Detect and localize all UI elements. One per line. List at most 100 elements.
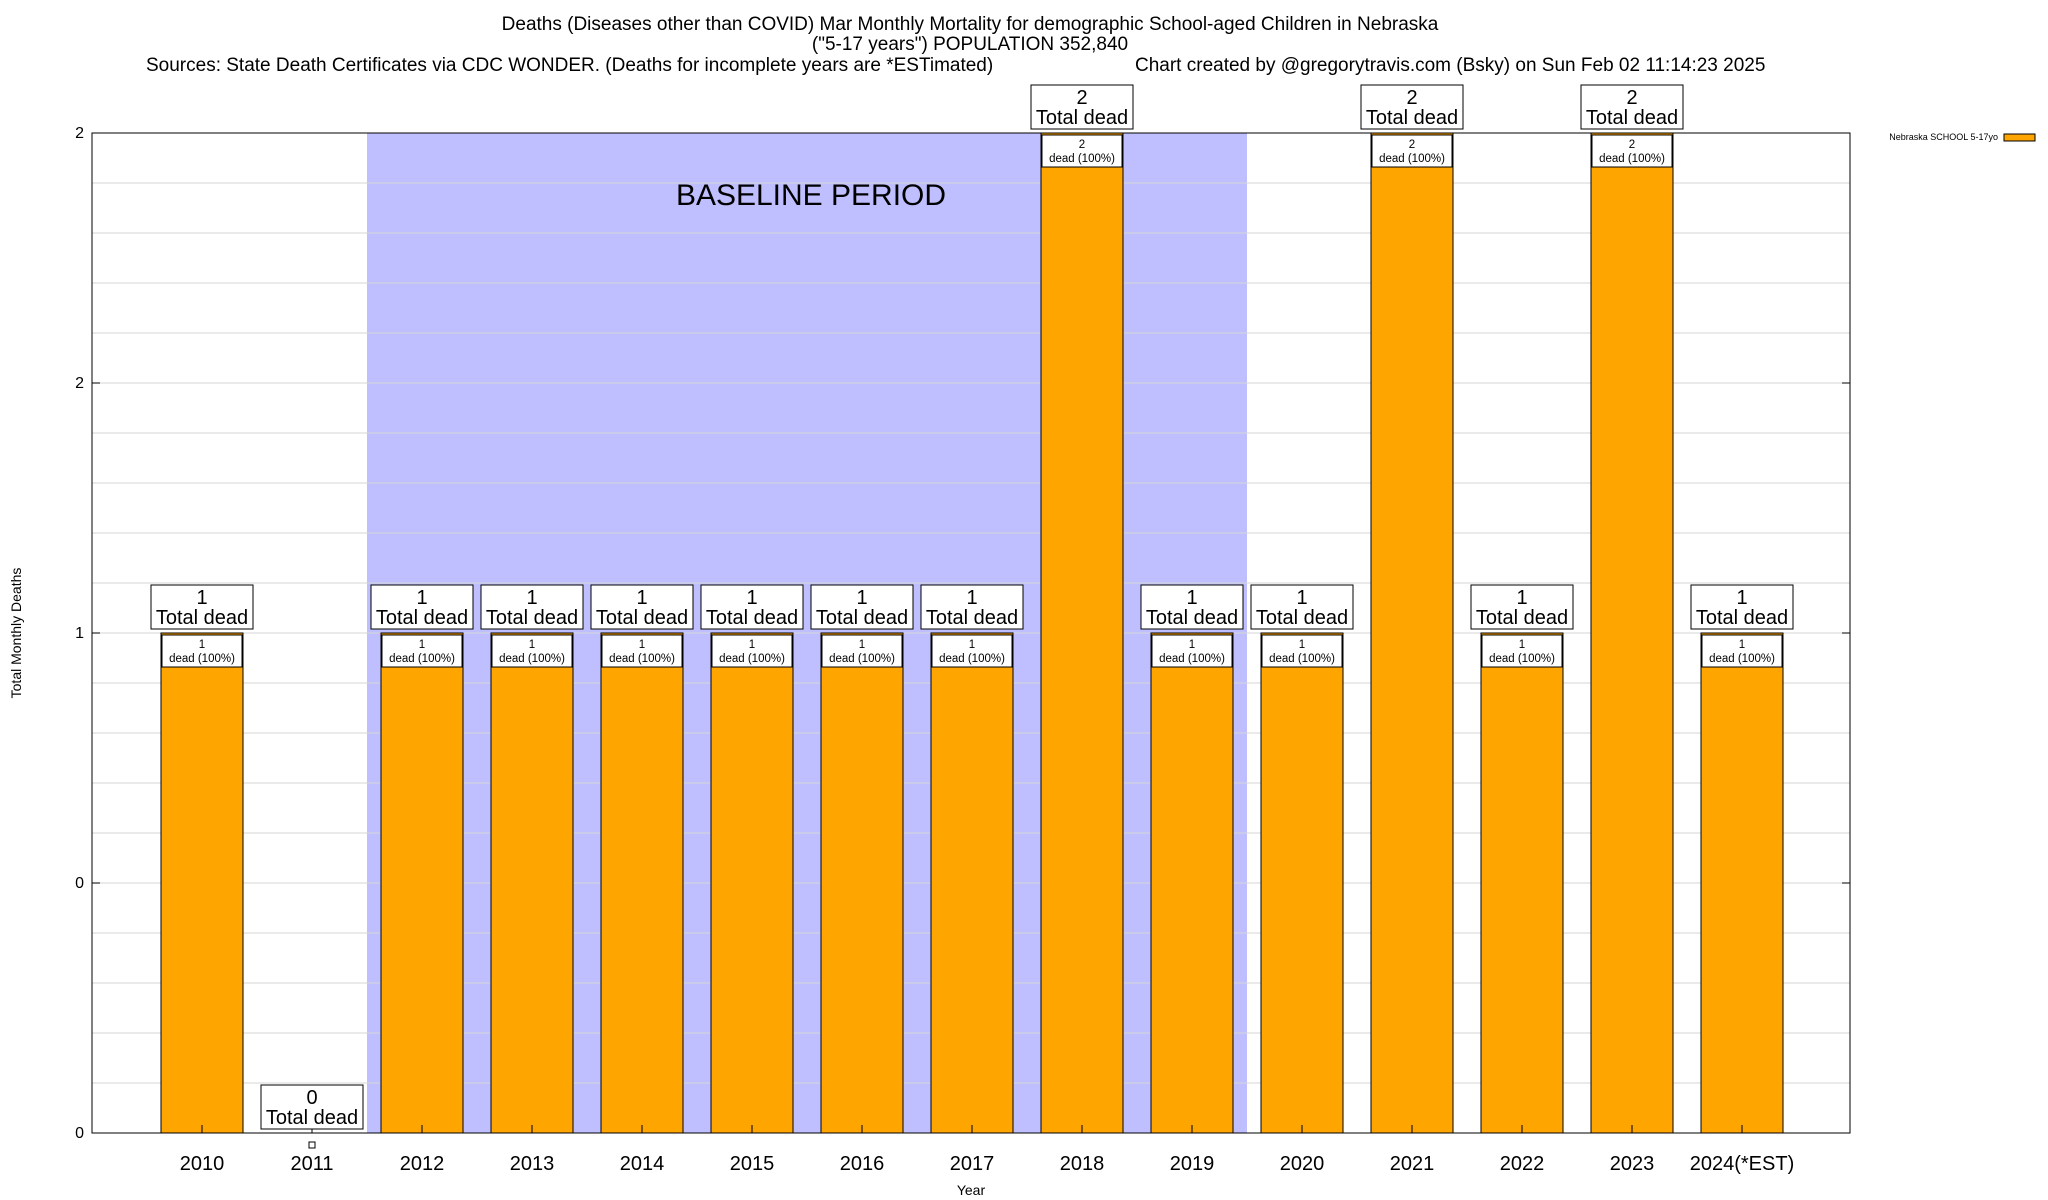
x-tick-label: 2022 bbox=[1500, 1153, 1545, 1175]
bar bbox=[1370, 132, 1454, 1134]
total-label-text: Total dead bbox=[1036, 107, 1128, 129]
total-label-box bbox=[480, 584, 584, 630]
total-label-value: 2 bbox=[1626, 87, 1637, 109]
total-label-text: Total dead bbox=[486, 607, 578, 629]
total-label-box bbox=[260, 1084, 364, 1130]
segment-label-value: 2 bbox=[1409, 139, 1415, 151]
bar bbox=[1480, 632, 1564, 1134]
bar bbox=[1700, 632, 1784, 1134]
total-label-box bbox=[1030, 84, 1134, 130]
segment-label-value: 1 bbox=[639, 639, 645, 651]
total-label-value: 2 bbox=[1076, 87, 1087, 109]
bar bbox=[1150, 632, 1234, 1134]
segment-label-text: dead (100%) bbox=[499, 653, 565, 665]
x-tick-label: 2021 bbox=[1390, 1153, 1435, 1175]
chart-title-line-2: ("5-17 years") POPULATION 352,840 bbox=[812, 34, 1128, 55]
segment-label-text: dead (100%) bbox=[1489, 653, 1555, 665]
bar bbox=[380, 632, 464, 1134]
segment-label-value: 1 bbox=[529, 639, 535, 651]
segment-label-value: 1 bbox=[1519, 639, 1525, 651]
segment-label-box bbox=[381, 634, 463, 668]
chart-credit: Chart created by @gregorytravis.com (Bsk… bbox=[1135, 55, 1765, 76]
y-tick-label: 0 bbox=[75, 875, 84, 892]
x-tick-label: 2015 bbox=[730, 1153, 775, 1175]
total-label-box bbox=[370, 584, 474, 630]
bar bbox=[820, 632, 904, 1134]
total-label-value: 1 bbox=[856, 587, 867, 609]
x-tick-label: 2012 bbox=[400, 1153, 445, 1175]
x-tick-label: 2010 bbox=[180, 1153, 225, 1175]
segment-label-text: dead (100%) bbox=[1709, 653, 1775, 665]
total-label-box bbox=[1250, 584, 1354, 630]
total-label-text: Total dead bbox=[816, 607, 908, 629]
total-label-value: 1 bbox=[746, 587, 757, 609]
total-label-value: 1 bbox=[196, 587, 207, 609]
segment-label-text: dead (100%) bbox=[169, 653, 235, 665]
total-label-value: 1 bbox=[1736, 587, 1747, 609]
bar bbox=[1040, 132, 1124, 1134]
segment-label-text: dead (100%) bbox=[939, 653, 1005, 665]
y-axis-label: Total Monthly Deaths bbox=[8, 568, 24, 699]
total-label-value: 1 bbox=[1296, 587, 1307, 609]
total-label-text: Total dead bbox=[1586, 107, 1678, 129]
segment-label-text: dead (100%) bbox=[1379, 153, 1445, 165]
segment-label-value: 1 bbox=[749, 639, 755, 651]
total-label-box bbox=[810, 584, 914, 630]
segment-label-value: 1 bbox=[969, 639, 975, 651]
y-tick-label: 2 bbox=[75, 125, 84, 142]
segment-label-text: dead (100%) bbox=[1159, 653, 1225, 665]
legend-swatch bbox=[2003, 133, 2036, 142]
baseline-label: BASELINE PERIOD bbox=[676, 179, 946, 212]
x-tick-label: 2023 bbox=[1610, 1153, 1655, 1175]
bars-layer bbox=[160, 132, 1784, 1134]
x-tick-label: 2020 bbox=[1280, 1153, 1325, 1175]
total-label-text: Total dead bbox=[1476, 607, 1568, 629]
segment-label-value: 1 bbox=[419, 639, 425, 651]
total-label-value: 1 bbox=[1186, 587, 1197, 609]
y-tick-label: 2 bbox=[75, 375, 84, 392]
total-label-box bbox=[1140, 584, 1244, 630]
total-label-text: Total dead bbox=[706, 607, 798, 629]
segment-label-box bbox=[601, 634, 683, 668]
total-label-box bbox=[920, 584, 1024, 630]
x-tick-label: 2011 bbox=[290, 1153, 333, 1175]
bar bbox=[1260, 632, 1344, 1134]
segment-label-text: dead (100%) bbox=[1599, 153, 1665, 165]
total-label-value: 1 bbox=[966, 587, 977, 609]
x-tick-label: 2018 bbox=[1060, 1153, 1105, 1175]
segment-label-box bbox=[821, 634, 903, 668]
total-label-value: 1 bbox=[416, 587, 427, 609]
total-label-box bbox=[1690, 584, 1794, 630]
segment-label-value: 2 bbox=[1629, 139, 1635, 151]
x-tick-label: 2019 bbox=[1170, 1153, 1215, 1175]
total-label-text: Total dead bbox=[156, 607, 248, 629]
zero-marker bbox=[308, 1141, 316, 1149]
bar bbox=[600, 632, 684, 1134]
segment-label-value: 1 bbox=[1299, 639, 1305, 651]
segment-label-text: dead (100%) bbox=[1049, 153, 1115, 165]
segment-label-box bbox=[1041, 134, 1123, 168]
segment-label-text: dead (100%) bbox=[719, 653, 785, 665]
total-label-text: Total dead bbox=[266, 1107, 358, 1129]
bar bbox=[160, 632, 244, 1134]
total-label-text: Total dead bbox=[1256, 607, 1348, 629]
total-label-box bbox=[1470, 584, 1574, 630]
total-label-text: Total dead bbox=[1366, 107, 1458, 129]
segment-label-box bbox=[1591, 134, 1673, 168]
total-label-text: Total dead bbox=[376, 607, 468, 629]
bar bbox=[490, 632, 574, 1134]
segment-label-text: dead (100%) bbox=[829, 653, 895, 665]
segment-label-box bbox=[1261, 634, 1343, 668]
bar bbox=[1590, 132, 1674, 1134]
segment-label-box bbox=[711, 634, 793, 668]
x-tick-label: 2024(*EST) bbox=[1690, 1153, 1795, 1175]
x-axis-label: Year bbox=[957, 1182, 986, 1198]
segment-label-box bbox=[161, 634, 243, 668]
x-tick-label: 2017 bbox=[950, 1153, 995, 1175]
segment-label-text: dead (100%) bbox=[1269, 653, 1335, 665]
total-label-text: Total dead bbox=[596, 607, 688, 629]
total-label-value: 1 bbox=[1516, 587, 1527, 609]
total-label-value: 2 bbox=[1406, 87, 1417, 109]
